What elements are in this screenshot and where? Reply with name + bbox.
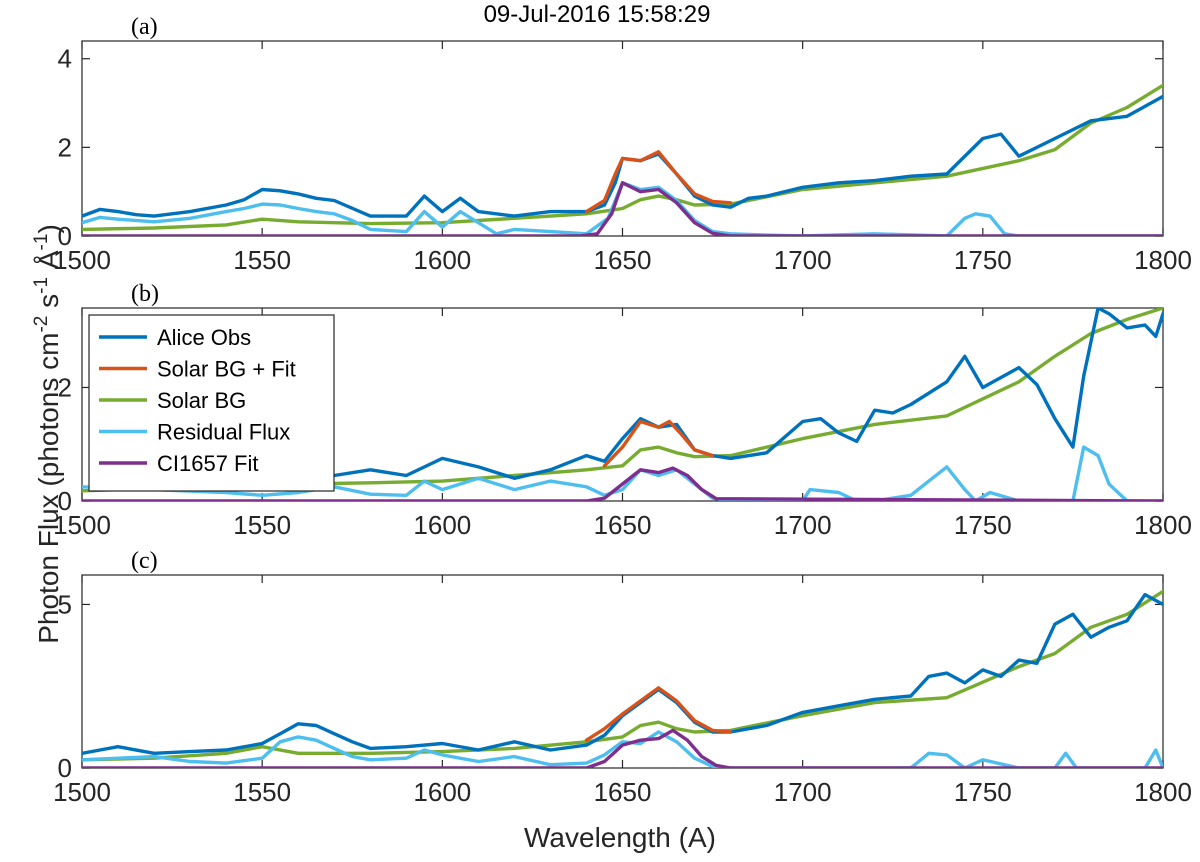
y-tick-label: 0 xyxy=(58,486,72,516)
y-axis-label-sup2: -1 xyxy=(31,277,52,294)
y-tick-label: 0 xyxy=(58,221,72,251)
x-tick-label: 1800 xyxy=(1134,510,1192,540)
panel-2: 1500 1550 1600 1650 1700 1750 1800 0 5 (c) xyxy=(53,548,1192,807)
panel-label: (c) xyxy=(131,548,158,574)
y-axis-label-sup1: -2 xyxy=(31,316,52,333)
series-line-solar-bg-fit xyxy=(584,150,733,214)
axes-frame xyxy=(81,574,1164,769)
series-line-solar-bg-fit xyxy=(584,686,733,742)
panel-label: (a) xyxy=(131,14,158,40)
series-line-solar-bg xyxy=(82,83,1163,232)
legend-label: Residual Flux xyxy=(157,420,290,445)
series-line-ci1657-fit xyxy=(82,181,1163,236)
series-line-alice-obs xyxy=(296,308,1163,480)
y-axis-label-end: ) xyxy=(33,224,64,233)
y-axis-label: Photon Flux (photons cm-2 s-1 Å-1) xyxy=(31,224,64,644)
x-tick-label: 1750 xyxy=(954,510,1012,540)
x-axis-label: Wavelength (A) xyxy=(524,822,716,853)
series-group xyxy=(82,83,1163,236)
x-tick-label: 1800 xyxy=(1134,245,1192,275)
x-tick-label: 1550 xyxy=(233,510,291,540)
x-tick-label: 1550 xyxy=(233,777,291,807)
x-tick-label: 1500 xyxy=(53,245,111,275)
y-axis-label-mid1: s xyxy=(33,294,64,316)
x-tick-label: 1800 xyxy=(1134,777,1192,807)
y-axis-label-main: Photon Flux (photons cm xyxy=(33,333,64,644)
legend-label: Alice Obs xyxy=(157,325,251,350)
y-axis-label-mid2: Å xyxy=(33,250,64,277)
legend: Alice Obs Solar BG + Fit Solar BG Residual … xyxy=(88,314,335,492)
x-tick-label: 1700 xyxy=(774,510,832,540)
legend-label: Solar BG + Fit xyxy=(157,357,296,382)
series-line-solar-bg-fit xyxy=(602,419,715,468)
x-tick-label: 1650 xyxy=(594,510,652,540)
chart-title: 09-Jul-2016 15:58:29 xyxy=(484,1,711,28)
legend-label: Solar BG xyxy=(157,388,246,413)
y-tick-label: 2 xyxy=(58,372,72,402)
x-tick-label: 1600 xyxy=(413,510,471,540)
series-line-ci1657-fit xyxy=(82,728,1163,768)
panel-0: 1500 1550 1600 1650 1700 1750 1800 0 2 4 (a) xyxy=(53,14,1192,275)
y-tick-label: 0 xyxy=(58,753,72,783)
x-tick-label: 1650 xyxy=(594,777,652,807)
y-tick-label: 5 xyxy=(58,589,72,619)
x-tick-label: 1500 xyxy=(53,777,111,807)
legend-label: CI1657 Fit xyxy=(157,451,259,476)
x-tick-label: 1600 xyxy=(413,245,471,275)
x-tick-label: 1650 xyxy=(594,245,652,275)
panel-label: (b) xyxy=(131,281,159,307)
series-line-residual-flux xyxy=(82,730,1163,768)
series-group xyxy=(82,589,1163,768)
x-tick-label: 1750 xyxy=(954,245,1012,275)
y-tick-label: 2 xyxy=(58,132,72,162)
x-tick-label: 1500 xyxy=(53,510,111,540)
x-tick-label: 1700 xyxy=(774,777,832,807)
series-line-alice-obs xyxy=(82,94,1163,218)
x-tick-label: 1600 xyxy=(413,777,471,807)
series-group xyxy=(82,308,1163,501)
x-tick-label: 1700 xyxy=(774,245,832,275)
y-tick-label: 4 xyxy=(58,44,72,74)
x-tick-label: 1750 xyxy=(954,777,1012,807)
x-tick-label: 1550 xyxy=(233,245,291,275)
y-axis-label-sup3: -1 xyxy=(31,234,52,251)
series-line-ci1657-fit xyxy=(82,466,1163,501)
